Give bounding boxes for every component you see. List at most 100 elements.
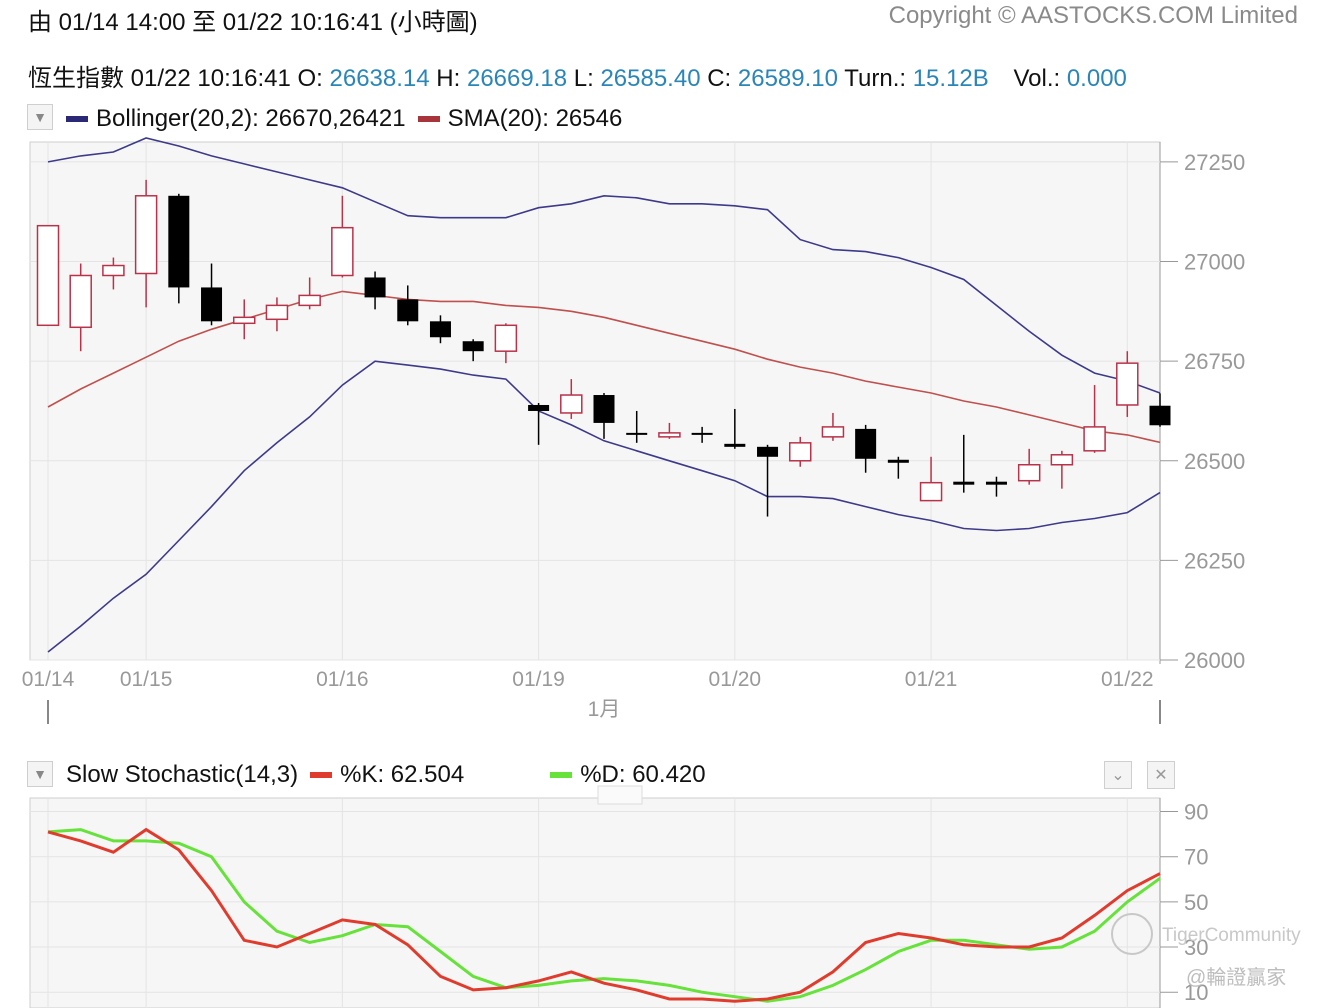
resize-handle	[597, 785, 643, 805]
candle-body	[232, 316, 256, 325]
author-watermark: @輪證贏家	[1186, 966, 1286, 989]
stoch-tick-label: 30	[1184, 935, 1208, 960]
candle-body	[134, 195, 158, 275]
candle-body	[855, 428, 877, 459]
copyright-text: Copyright © AASTOCKS.COM Limited	[888, 2, 1298, 29]
candle-body	[757, 446, 779, 457]
close-icon: ✕	[1154, 767, 1168, 784]
stoch-d-swatch	[550, 772, 573, 778]
candle-body	[821, 426, 845, 438]
candle-body	[331, 226, 354, 277]
open-value: 26638.14	[329, 65, 430, 92]
community-logo-icon	[1111, 913, 1153, 955]
index-name-time: 恆生指數 01/22 10:16:41	[28, 65, 291, 92]
volume-label: Vol.:	[1013, 65, 1061, 92]
low-label: L:	[573, 65, 594, 92]
stoch-indicator-dropdown-button[interactable]: ▼	[27, 761, 53, 787]
candle-body	[691, 432, 713, 435]
chevron-down-icon: ⌄	[1111, 767, 1125, 784]
x-tick-label: 01/15	[120, 668, 173, 691]
bollinger-upper-line	[47, 137, 1161, 394]
x-tick-label: 01/14	[22, 668, 75, 691]
candle-body	[397, 299, 419, 322]
candle-body	[1116, 362, 1139, 406]
stochastic-panel: 10 30 50 70 90	[29, 785, 1208, 1008]
candle-body	[429, 321, 451, 338]
candle-body	[658, 432, 681, 438]
candle-body	[1050, 454, 1074, 466]
turnover-value: 15.12B	[912, 65, 989, 92]
x-tick-label: 01/16	[316, 668, 369, 691]
y-tick-label: 26000	[1184, 648, 1245, 673]
turnover-label: Turn.:	[844, 65, 907, 92]
candle-body	[1017, 464, 1041, 482]
main-indicator-dropdown-button[interactable]: ▼	[27, 104, 53, 130]
y-tick-label: 26750	[1184, 349, 1245, 374]
candle-body	[36, 224, 60, 327]
candle-body	[887, 459, 909, 463]
triangle-down-icon: ▼	[33, 766, 47, 782]
y-tick-label: 27000	[1184, 250, 1245, 275]
watermark-overlay: TigerCommunity @輪證贏家	[1111, 913, 1301, 989]
stoch-plot-area	[29, 797, 1161, 1008]
candle-body	[168, 195, 190, 288]
candle-body	[1083, 426, 1106, 452]
close-panel-button[interactable]: ✕	[1147, 761, 1175, 789]
main-legend: Bollinger(20,2): 26670,26421 SMA(20): 26…	[66, 105, 622, 133]
stoch-tick-label: 90	[1184, 800, 1208, 825]
candle-body	[265, 304, 289, 321]
quote-line: 恆生指數 01/22 10:16:41 O: 26638.14 H: 26669…	[28, 58, 1127, 93]
candle-body	[560, 394, 583, 414]
x-tick-label: 01/20	[709, 668, 762, 691]
stoch-d-line	[47, 828, 1161, 1003]
x-tick-label: 01/21	[905, 668, 958, 691]
y-tick-label: 26250	[1184, 548, 1245, 573]
low-value: 26585.40	[600, 65, 701, 92]
candle-body	[788, 442, 812, 462]
main-price-panel: 01/14 01/15 01/16 01/19 01/20 01/21 01/22 26000…	[22, 137, 1245, 724]
candle-body	[69, 274, 92, 329]
candle-body	[528, 404, 550, 411]
bollinger-swatch	[66, 116, 88, 122]
stoch-k-legend: %K: 62.504	[340, 761, 465, 788]
candle-body	[953, 481, 975, 485]
high-label: H:	[436, 65, 461, 92]
open-label: O:	[297, 65, 323, 92]
stoch-legend: Slow Stochastic(14,3) %K: 62.504 %D: 60.…	[66, 761, 706, 789]
triangle-down-icon: ▼	[33, 109, 47, 125]
collapse-panel-button[interactable]: ⌄	[1104, 761, 1132, 789]
candle-body	[626, 432, 648, 435]
candle-body	[364, 277, 386, 298]
bollinger-lower-line	[47, 360, 1161, 653]
community-watermark: TigerCommunity	[1162, 925, 1301, 946]
date-range-text: 由 01/14 14:00 至 01/22 10:16:41 (小時圖)	[28, 9, 478, 36]
candle-body	[985, 481, 1007, 485]
close-value: 26589.10	[737, 65, 838, 92]
stoch-k-line	[47, 827, 1161, 1003]
stoch-d-legend: %D: 60.420	[580, 761, 706, 788]
close-label: C:	[707, 65, 732, 92]
stoch-title: Slow Stochastic(14,3)	[66, 761, 299, 788]
x-tick-label: 01/22	[1101, 668, 1154, 691]
bollinger-legend: Bollinger(20,2): 26670,26421	[96, 105, 406, 132]
candle-body	[102, 264, 125, 277]
high-value: 26669.18	[466, 65, 568, 92]
candle-body	[462, 341, 484, 352]
stoch-tick-label: 70	[1184, 845, 1208, 870]
sma-legend: SMA(20): 26546	[447, 105, 623, 132]
candle-body	[298, 294, 321, 307]
candle-body	[919, 481, 943, 502]
candle-body	[1149, 405, 1171, 426]
stoch-k-swatch	[310, 772, 333, 778]
candle-body	[494, 324, 518, 352]
sma-swatch	[417, 116, 440, 122]
y-tick-label: 26500	[1184, 449, 1245, 474]
x-tick-label: 01/19	[512, 668, 565, 691]
candle-body	[201, 287, 223, 322]
stoch-tick-label: 50	[1184, 890, 1208, 915]
x-month-label: 1月	[588, 698, 621, 721]
candle-body	[593, 395, 615, 423]
stoch-tick-label: 10	[1184, 980, 1208, 1005]
y-tick-label: 27250	[1184, 150, 1245, 175]
